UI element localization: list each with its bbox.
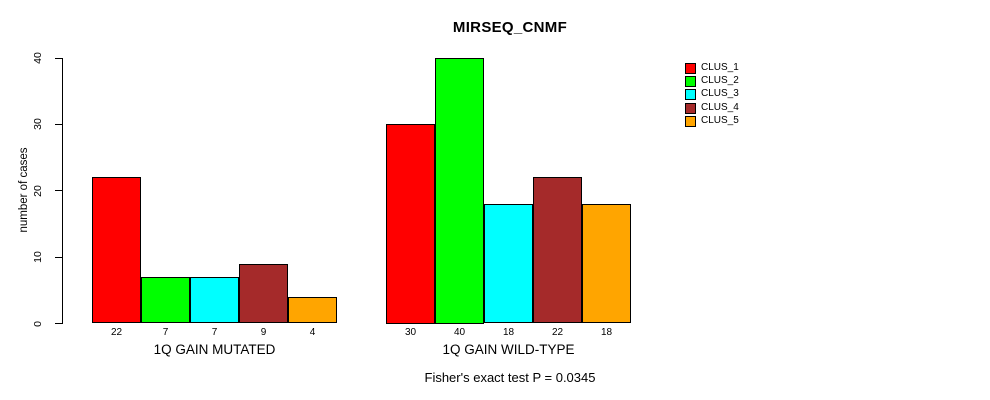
bar <box>533 177 582 324</box>
chart-title: MIRSEQ_CNMF <box>452 19 568 36</box>
bar-value-label: 22 <box>551 327 564 338</box>
y-tick <box>55 123 62 125</box>
group-label: 1Q GAIN MUTATED <box>153 342 276 357</box>
bar-value-label: 7 <box>162 327 169 338</box>
bar <box>141 277 190 324</box>
y-axis-label: number of cases <box>18 147 30 233</box>
legend-swatch <box>685 76 696 88</box>
legend-swatch <box>685 89 696 101</box>
bar-value-label: 18 <box>502 327 515 338</box>
legend-label: CLUS_4 <box>701 101 739 113</box>
legend-swatch <box>685 63 696 74</box>
legend-label: CLUS_5 <box>701 114 739 126</box>
bar <box>239 263 288 324</box>
bar <box>288 296 337 324</box>
bar <box>92 177 141 324</box>
y-tick-label: 40 <box>32 52 44 64</box>
y-tick <box>55 190 62 192</box>
bar-value-label: 40 <box>453 327 466 338</box>
y-tick <box>55 256 62 258</box>
bar-value-label: 4 <box>309 327 316 338</box>
bar-value-label: 30 <box>404 327 417 338</box>
y-tick-label: 10 <box>32 251 44 263</box>
bar <box>435 58 484 324</box>
bar <box>386 124 435 324</box>
y-tick-label: 0 <box>32 320 44 327</box>
legend-label: CLUS_3 <box>701 88 739 100</box>
bar-value-label: 22 <box>110 327 123 338</box>
legend-label: CLUS_2 <box>701 75 739 87</box>
bar-value-label: 18 <box>600 327 613 338</box>
legend-swatch <box>685 102 696 114</box>
bar-value-label: 7 <box>211 327 218 338</box>
group-label: 1Q GAIN WILD-TYPE <box>442 342 575 357</box>
legend-swatch <box>685 115 696 127</box>
y-tick-label: 20 <box>32 184 44 197</box>
legend-label: CLUS_1 <box>701 62 739 73</box>
y-tick <box>55 323 62 324</box>
y-axis-line <box>62 58 63 324</box>
bar <box>190 277 239 324</box>
caption: Fisher's exact test P = 0.0345 <box>424 370 596 385</box>
y-tick <box>55 57 62 59</box>
bar <box>484 204 533 324</box>
bar-value-label: 9 <box>260 327 267 338</box>
y-tick-label: 30 <box>32 118 44 131</box>
bar <box>582 204 631 324</box>
